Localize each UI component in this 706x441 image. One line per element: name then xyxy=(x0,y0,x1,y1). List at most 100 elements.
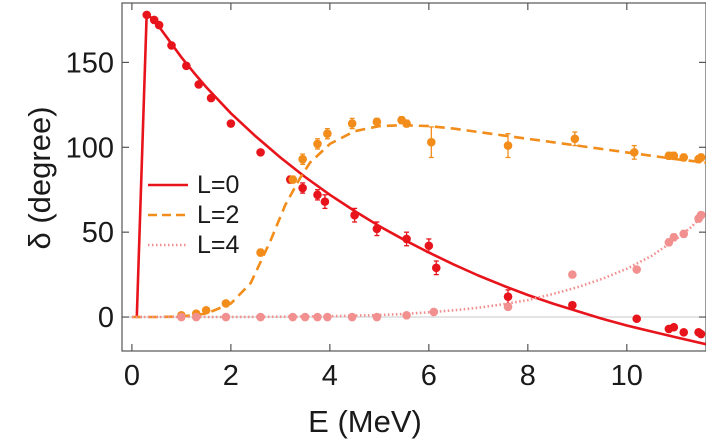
point-marker xyxy=(300,312,310,322)
point-marker xyxy=(226,119,236,128)
point-marker xyxy=(679,153,689,162)
point-marker xyxy=(372,117,382,127)
data-point-l2 xyxy=(313,138,322,150)
y-tick-label: 150 xyxy=(66,47,114,79)
y-tick-label: 50 xyxy=(82,217,114,249)
data-point-l0 xyxy=(679,328,689,337)
data-point-l2 xyxy=(503,133,513,159)
data-point-l4 xyxy=(191,312,201,322)
point-marker xyxy=(696,210,706,220)
point-marker xyxy=(347,119,357,128)
legend: L=0 L=2 L=4 xyxy=(148,171,240,259)
point-marker xyxy=(503,302,513,312)
point-marker xyxy=(323,129,332,139)
point-marker xyxy=(402,234,411,244)
series-curve-l2 xyxy=(131,123,706,319)
data-point-l0 xyxy=(226,119,236,128)
data-point-l4 xyxy=(669,232,679,242)
data-point-l4 xyxy=(402,311,411,320)
point-marker xyxy=(182,61,191,71)
y-axis-label: δ (degree) xyxy=(22,106,57,249)
point-marker xyxy=(669,322,679,332)
data-point-l2 xyxy=(347,117,357,130)
data-point-l0 xyxy=(424,238,434,254)
data-point-l2 xyxy=(427,126,436,159)
point-marker xyxy=(431,263,441,273)
x-tick-label: 0 xyxy=(124,360,140,392)
point-marker xyxy=(629,148,639,157)
data-point-l2 xyxy=(201,305,211,315)
data-point-l0 xyxy=(256,148,265,157)
point-marker xyxy=(568,270,577,279)
point-marker xyxy=(167,41,176,50)
point-marker xyxy=(372,224,382,234)
data-point-l2 xyxy=(570,131,580,147)
point-marker xyxy=(313,190,322,200)
point-marker xyxy=(503,292,513,301)
data-point-l0 xyxy=(206,93,216,103)
x-tick-label: 2 xyxy=(223,360,239,392)
x-axis-label: E (MeV) xyxy=(308,404,422,439)
data-point-l0 xyxy=(431,260,441,276)
legend-label-l4: L=4 xyxy=(197,231,240,259)
point-marker xyxy=(320,197,330,206)
plot-frame xyxy=(121,2,706,352)
point-marker xyxy=(177,312,186,322)
point-marker xyxy=(221,299,231,308)
data-point-l4 xyxy=(568,270,577,279)
data-point-l0 xyxy=(194,80,204,89)
point-marker xyxy=(256,312,265,322)
x-tick-label: 4 xyxy=(322,360,338,392)
point-marker xyxy=(313,312,322,322)
point-marker xyxy=(256,248,265,257)
data-point-l0 xyxy=(350,207,359,223)
point-marker xyxy=(402,311,411,320)
point-marker xyxy=(154,20,164,30)
data-point-l0 xyxy=(372,221,382,237)
data-point-l0 xyxy=(313,189,322,201)
x-tick-label: 6 xyxy=(421,360,437,392)
data-point-l0 xyxy=(182,61,191,71)
point-marker xyxy=(313,139,322,149)
point-marker xyxy=(696,329,706,339)
legend-label-l0: L=0 xyxy=(197,171,239,199)
point-marker xyxy=(201,305,211,315)
data-point-l2 xyxy=(679,153,689,162)
data-point-l4 xyxy=(177,312,186,322)
point-marker xyxy=(206,93,216,103)
point-marker xyxy=(424,241,434,251)
x-tick-label: 8 xyxy=(520,360,536,392)
point-marker xyxy=(288,175,298,184)
data-point-l2 xyxy=(256,248,265,257)
data-point-l4 xyxy=(288,312,298,322)
point-marker xyxy=(256,148,265,157)
point-marker xyxy=(323,312,332,322)
data-point-l4 xyxy=(256,312,265,322)
data-point-l0 xyxy=(402,231,411,247)
data-point-l2 xyxy=(372,117,382,127)
point-marker xyxy=(669,232,679,242)
data-point-l4 xyxy=(221,312,231,322)
point-marker xyxy=(298,183,307,193)
data-point-l0 xyxy=(696,329,706,339)
data-point-l0 xyxy=(167,41,176,50)
data-point-l4 xyxy=(313,312,322,322)
data-point-l4 xyxy=(372,312,382,322)
data-point-l0 xyxy=(298,182,307,194)
point-marker xyxy=(191,312,201,322)
point-marker xyxy=(679,328,689,337)
data-point-l4 xyxy=(323,312,332,322)
data-point-l2 xyxy=(288,175,298,184)
data-point-l4 xyxy=(300,312,310,322)
point-marker xyxy=(669,151,679,161)
point-marker xyxy=(194,80,204,89)
point-marker xyxy=(427,137,436,147)
data-point-l4 xyxy=(632,265,642,274)
data-point-l0 xyxy=(568,300,577,310)
data-point-l4 xyxy=(429,307,439,317)
x-tick-label: 10 xyxy=(611,360,643,392)
point-marker xyxy=(503,141,513,150)
point-marker xyxy=(696,153,706,162)
point-marker xyxy=(372,312,382,322)
